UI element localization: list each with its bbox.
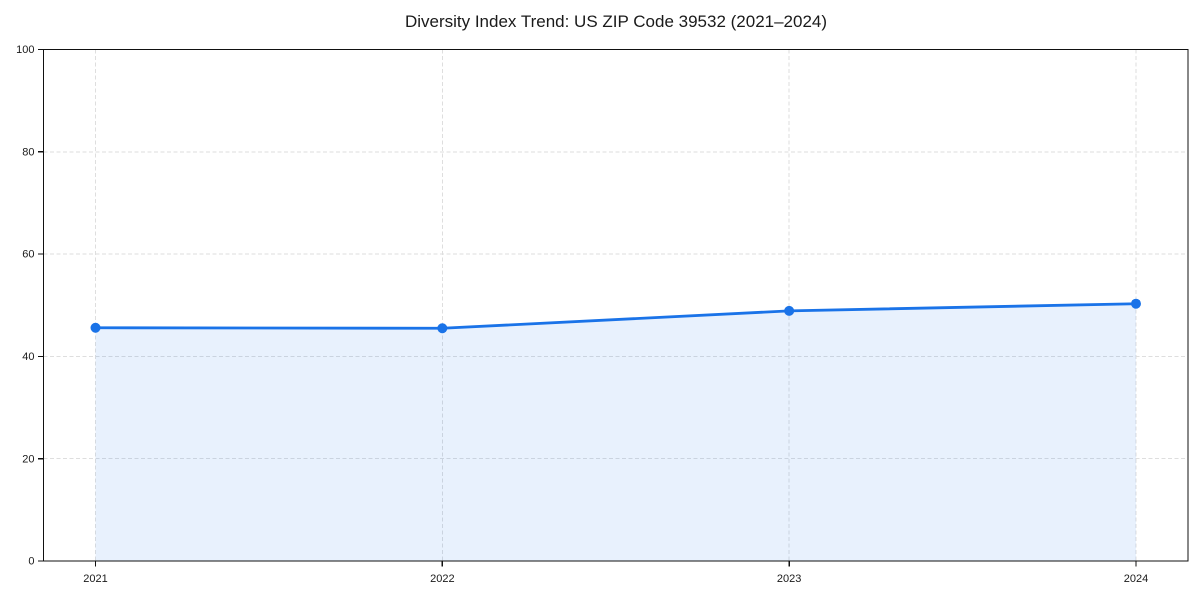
data-point (90, 322, 101, 333)
trend-line (94, 302, 1138, 330)
y-axis-tick-label: 80 (22, 146, 34, 158)
x-axis-tick-label: 2024 (1124, 573, 1148, 585)
x-axis-tick-label: 2022 (430, 573, 454, 585)
data-point (437, 323, 448, 334)
axis-frame (42, 48, 1189, 562)
data-point (784, 305, 795, 316)
y-axis-tick-label: 40 (22, 351, 34, 363)
y-axis-tick-label: 0 (28, 556, 34, 568)
x-axis-tick-label: 2023 (777, 573, 801, 585)
y-axis-tick-label: 20 (22, 453, 34, 465)
chart-title: Diversity Index Trend: US ZIP Code 39532… (404, 12, 828, 31)
x-axis-tick-label: 2021 (83, 573, 107, 585)
data-point (1130, 298, 1141, 309)
y-axis-tick-label: 100 (16, 44, 34, 56)
area-fill (95, 303, 1136, 561)
y-axis-tick-label: 60 (22, 249, 34, 261)
